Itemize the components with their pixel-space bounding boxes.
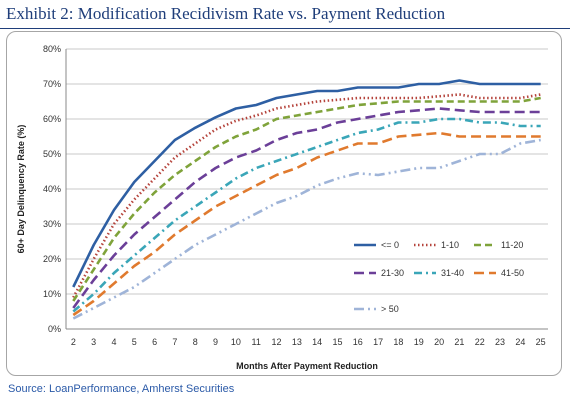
- title-divider: [0, 28, 570, 29]
- y-tick-label: 10%: [43, 289, 61, 299]
- x-tick-label: 7: [172, 337, 177, 347]
- legend-label: 21-30: [381, 268, 404, 278]
- legend-label: 11-20: [501, 240, 523, 250]
- y-tick-label: 0%: [48, 324, 61, 334]
- x-tick-label: 25: [536, 337, 546, 347]
- legend-label: 31-40: [441, 268, 464, 278]
- x-tick-label: 22: [475, 337, 485, 347]
- x-tick-label: 20: [434, 337, 444, 347]
- x-tick-label: 13: [292, 337, 302, 347]
- x-tick-label: 19: [414, 337, 424, 347]
- legend: <= 0 1-10 11-20 21-30 31-40 41-50 > 50: [354, 240, 524, 314]
- axis-layer: 0%10%20%30%40%50%60%70%80%2 3 4 5 6 7 8 9 10 11 12…: [43, 44, 548, 347]
- legend-label: 1-10: [441, 240, 459, 250]
- exhibit-title: Exhibit 2: Modification Recidivism Rate …: [6, 4, 446, 23]
- x-tick-label: 4: [111, 337, 116, 347]
- y-tick-label: 20%: [43, 254, 61, 264]
- series-line-5: [72, 117, 541, 313]
- series-line-7: [72, 138, 541, 320]
- y-tick-label: 60%: [43, 114, 61, 124]
- series-line-4: [72, 107, 541, 309]
- series-line-3: [72, 96, 541, 302]
- x-tick-label: 10: [231, 337, 241, 347]
- x-tick-label: 2: [71, 337, 76, 347]
- y-axis-title: 60+ Day Delinquency Rate (%): [16, 125, 26, 254]
- y-tick-label: 30%: [43, 219, 61, 229]
- x-tick-label: 12: [272, 337, 282, 347]
- x-axis-title: Months After Payment Reduction: [236, 361, 378, 371]
- x-tick-label: 6: [152, 337, 157, 347]
- legend-label: 41-50: [501, 268, 524, 278]
- x-tick-label: 5: [132, 337, 137, 347]
- legend-label: <= 0: [381, 240, 399, 250]
- y-tick-label: 70%: [43, 79, 61, 89]
- y-tick-label: 40%: [43, 184, 61, 194]
- x-tick-label: 9: [213, 337, 218, 347]
- series-line-2: [72, 93, 541, 299]
- y-tick-label: 50%: [43, 149, 61, 159]
- x-tick-label: 8: [193, 337, 198, 347]
- x-tick-label: 14: [312, 337, 322, 347]
- x-tick-label: 15: [332, 337, 342, 347]
- x-tick-label: 11: [252, 337, 261, 347]
- x-tick-label: 18: [393, 337, 403, 347]
- x-tick-label: 16: [353, 337, 363, 347]
- grid-layer: [66, 48, 548, 330]
- series-line-6: [72, 131, 541, 317]
- source-note: Source: LoanPerformance, Amherst Securit…: [8, 383, 235, 395]
- x-tick-label: 24: [515, 337, 525, 347]
- x-tick-label: 3: [91, 337, 96, 347]
- x-tick-label: 21: [454, 337, 464, 347]
- x-tick-label: 17: [373, 337, 383, 347]
- y-tick-label: 80%: [43, 44, 61, 54]
- x-tick-label: 23: [495, 337, 505, 347]
- series-layer: [72, 79, 541, 320]
- series-line-1: [72, 79, 541, 288]
- legend-label: > 50: [381, 304, 399, 314]
- chart-frame: [6, 31, 562, 376]
